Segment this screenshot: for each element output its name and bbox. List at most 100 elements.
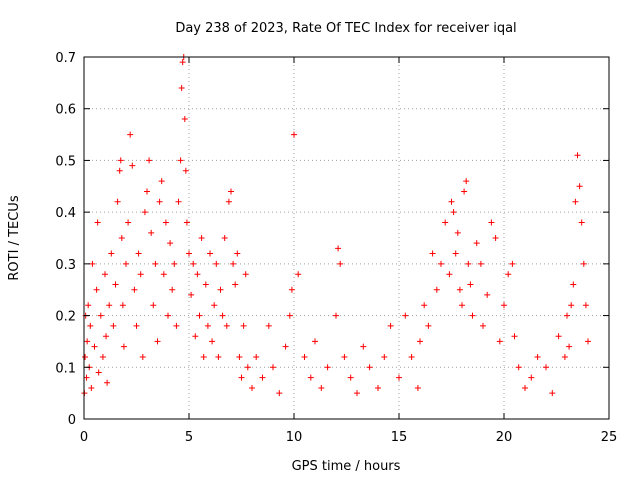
data-point (200, 353, 207, 360)
data-point (188, 291, 195, 298)
data-points (81, 54, 591, 397)
data-point (183, 219, 190, 226)
data-point (408, 353, 415, 360)
data-point (442, 219, 449, 226)
data-point (414, 384, 421, 391)
data-point (91, 343, 98, 350)
data-point (396, 374, 402, 381)
data-point (570, 281, 577, 288)
data-point (375, 384, 381, 391)
data-point (117, 157, 124, 164)
data-point (84, 338, 91, 345)
data-point (102, 271, 108, 278)
y-axis-title: ROTI / TECUs (7, 195, 22, 280)
data-point (572, 198, 579, 205)
data-point (270, 364, 276, 371)
data-point (387, 322, 394, 329)
data-point (87, 322, 94, 329)
data-point (173, 322, 180, 329)
data-point (139, 353, 146, 360)
y-tick-label: 0.4 (55, 206, 76, 221)
y-tick-label: 0.2 (55, 310, 76, 325)
data-point (354, 390, 360, 397)
data-point (167, 240, 174, 247)
data-point (152, 260, 159, 267)
data-point (112, 281, 119, 288)
data-point (265, 322, 272, 329)
data-point (215, 353, 222, 360)
axis-ticks (83, 56, 610, 420)
x-tick-label: 20 (496, 430, 513, 445)
data-point (549, 390, 556, 397)
data-point (366, 364, 373, 371)
y-tick-label: 0.5 (55, 154, 76, 169)
data-point (259, 374, 266, 381)
data-point (488, 219, 495, 226)
data-point (114, 198, 121, 205)
data-point (234, 250, 241, 257)
data-point (425, 322, 432, 329)
data-point (450, 209, 457, 216)
data-point (456, 286, 463, 293)
data-point (198, 235, 205, 241)
data-point (123, 260, 129, 267)
y-tick-label: 0.1 (55, 361, 76, 376)
data-point (158, 178, 165, 185)
data-point (129, 162, 136, 169)
data-point (156, 198, 163, 205)
data-point (417, 338, 423, 345)
data-point (402, 312, 409, 319)
data-point (580, 260, 587, 267)
data-point (108, 250, 115, 257)
data-point (484, 291, 491, 298)
data-point (179, 59, 186, 66)
data-point (110, 322, 117, 329)
y-tick-label: 0.6 (55, 103, 76, 118)
data-point (238, 374, 245, 381)
data-point (82, 353, 89, 360)
data-point (312, 338, 318, 345)
data-point (230, 260, 237, 267)
data-point (433, 286, 440, 293)
data-point (181, 116, 188, 123)
x-tick-label: 15 (391, 430, 408, 445)
data-point (509, 260, 516, 267)
data-point (97, 312, 104, 319)
y-tick-label: 0.7 (55, 51, 76, 66)
data-point (515, 364, 522, 371)
x-axis-title: GPS time / hours (292, 459, 401, 474)
data-point (242, 271, 249, 278)
data-point (276, 390, 283, 397)
data-point (182, 167, 189, 174)
data-point (324, 364, 331, 371)
data-point (131, 286, 138, 293)
data-point (337, 260, 344, 267)
data-point (505, 271, 512, 278)
data-point (125, 219, 132, 226)
data-point (99, 353, 106, 360)
data-point (93, 286, 100, 293)
data-point (94, 219, 101, 226)
data-point (480, 322, 486, 329)
data-point (88, 384, 95, 391)
data-point (219, 312, 226, 319)
data-point (249, 384, 255, 391)
data-point (162, 219, 169, 226)
data-point (133, 322, 140, 329)
data-point (225, 198, 232, 205)
data-point (89, 260, 96, 267)
data-point (561, 353, 568, 360)
data-point (360, 343, 367, 350)
data-point (459, 302, 465, 309)
data-point (127, 131, 134, 138)
data-point (141, 209, 148, 216)
data-point (511, 333, 518, 340)
data-point (228, 188, 234, 195)
data-point (221, 235, 228, 241)
data-point (574, 152, 581, 159)
data-point (452, 250, 459, 257)
data-point (492, 235, 499, 241)
data-point (160, 271, 167, 278)
data-point (335, 245, 342, 252)
